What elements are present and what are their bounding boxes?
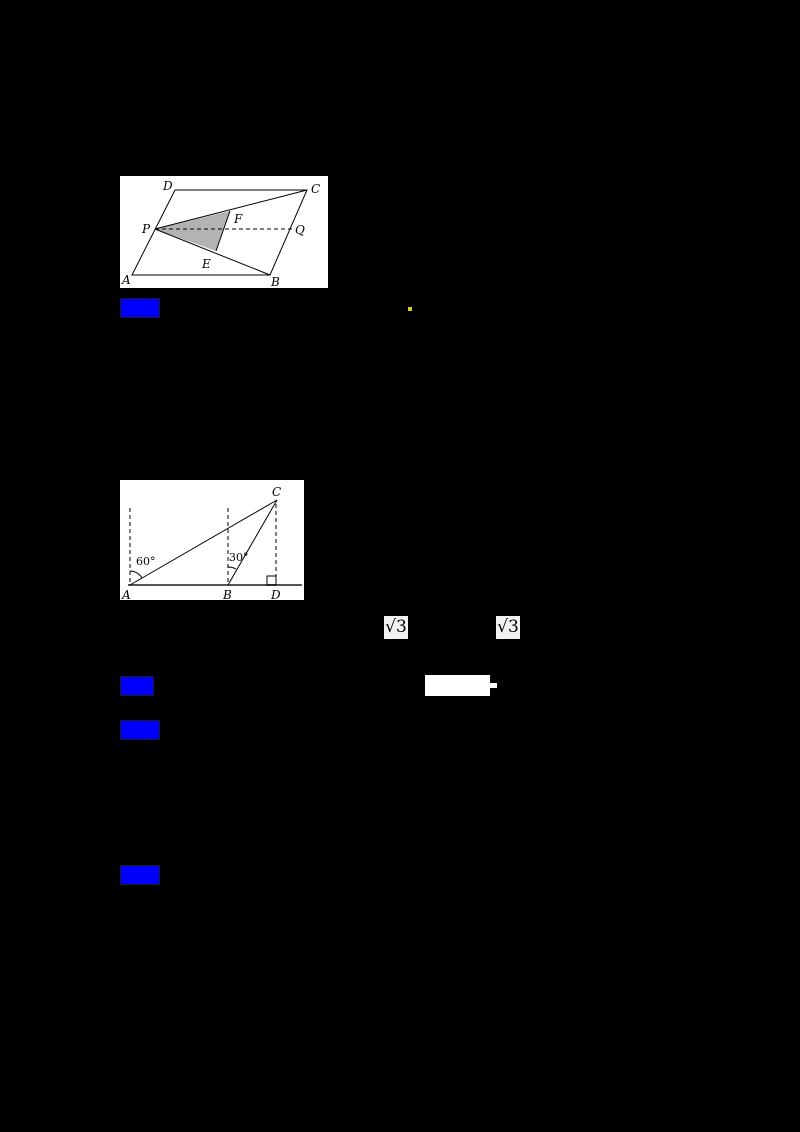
analysis-label: 分析：	[120, 720, 160, 740]
stray-mark	[408, 307, 412, 311]
parallelogram-diagram: D C P F Q A E B	[121, 179, 320, 288]
label-D: D	[270, 588, 281, 600]
label-E: E	[201, 257, 211, 271]
figure-bearing-triangle: 60° 30° A B C D	[120, 480, 304, 600]
angle-A-label: 60°	[136, 555, 156, 568]
label-C: C	[272, 485, 281, 499]
answer-label-1: 解答：	[120, 298, 160, 318]
topic-label: 考点	[120, 676, 154, 696]
angle-B-label: 30°	[229, 551, 249, 564]
label-A: A	[121, 588, 131, 600]
formula-box-tail	[489, 683, 497, 688]
label-B: B	[270, 275, 280, 288]
label-B: B	[222, 588, 232, 600]
figure-parallelogram: D C P F Q A E B	[120, 176, 328, 288]
label-A: A	[121, 273, 131, 287]
formula-box	[425, 675, 490, 696]
label-C: C	[311, 182, 320, 196]
label-D: D	[162, 179, 173, 193]
solution-label: 解答：	[120, 865, 160, 885]
sqrt3-expression-2: √3	[496, 616, 520, 639]
label-P: P	[141, 222, 151, 236]
bearing-triangle-diagram: 60° 30° A B C D	[121, 485, 302, 600]
label-F: F	[233, 212, 243, 226]
label-Q: Q	[295, 223, 305, 237]
sqrt3-expression-1: √3	[384, 616, 408, 639]
